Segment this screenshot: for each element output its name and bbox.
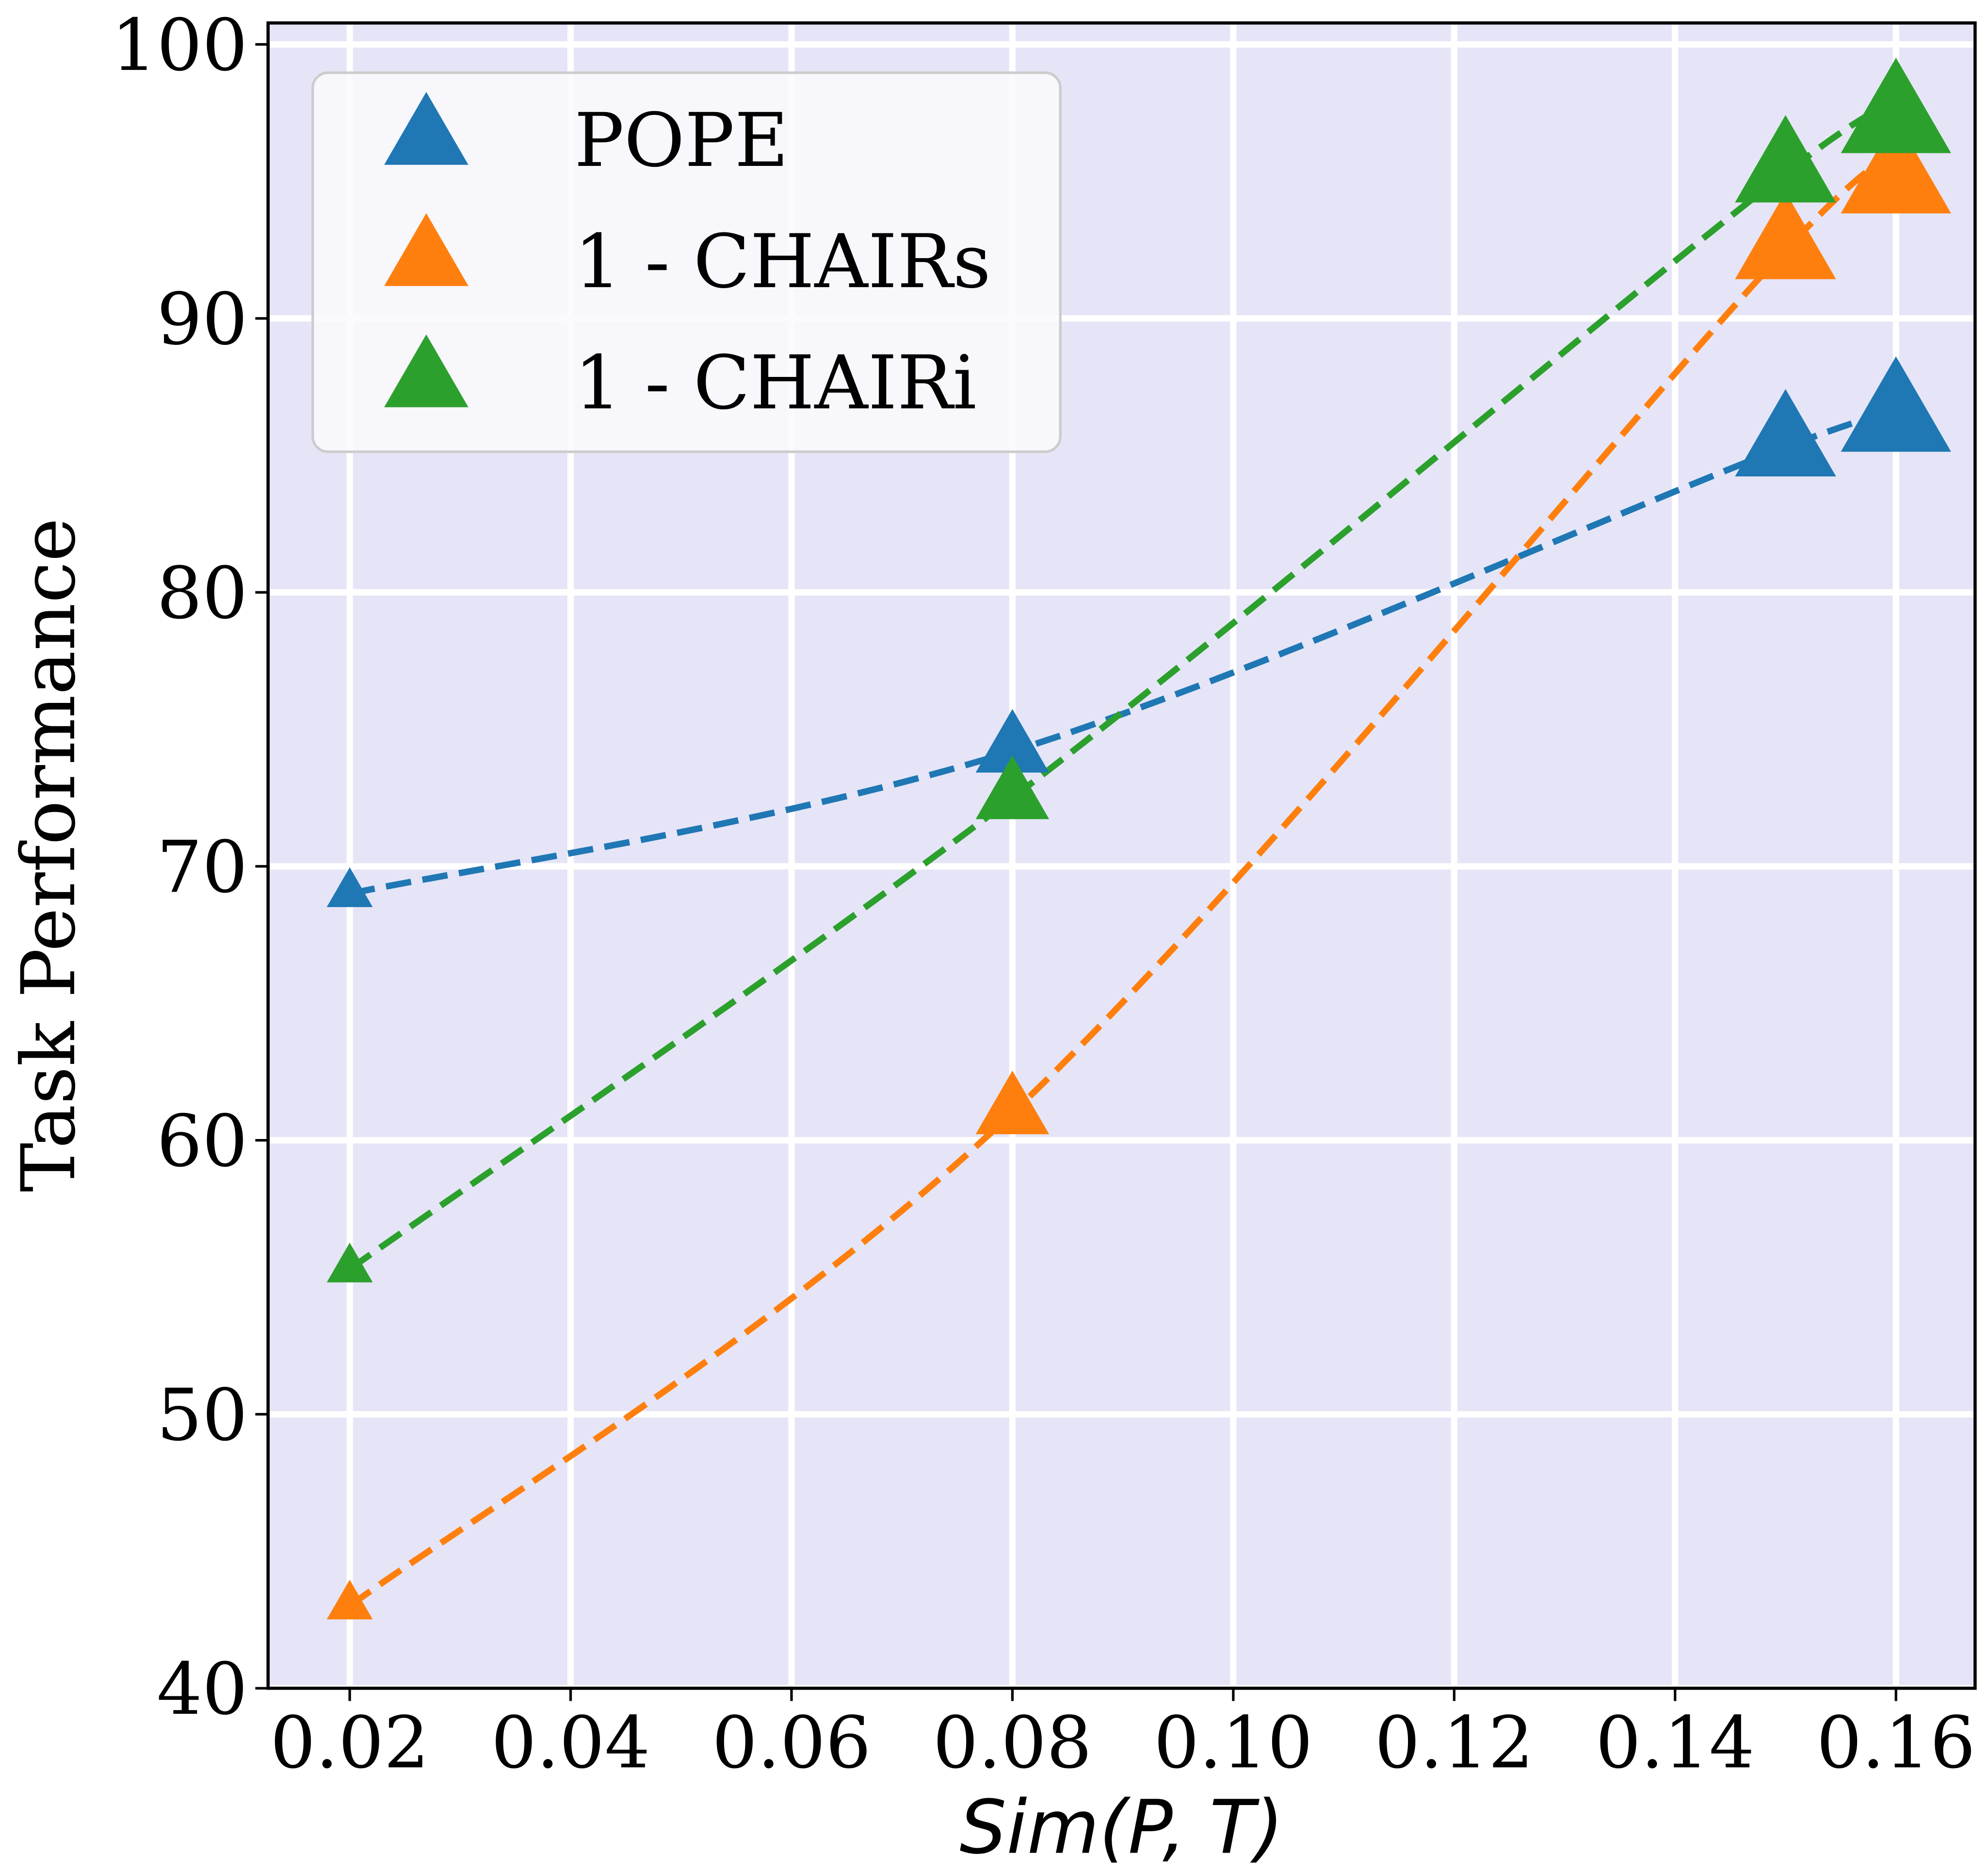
x-tick-label: 0.10 xyxy=(1154,1701,1313,1784)
legend-box xyxy=(311,71,1062,453)
y-tick-label: 80 xyxy=(157,552,247,635)
data-point-0-3 xyxy=(1841,356,1951,452)
legend-marker-0 xyxy=(384,92,469,165)
legend: POPE 1 - CHAIRs 1 - CHAIRi xyxy=(311,71,1062,453)
y-tick-label: 60 xyxy=(157,1099,247,1183)
ticks: 0.02 0.04 0.06 0.08 0.10 0.12 0.14 0.16 40 50 60 70… xyxy=(111,3,1975,1784)
x-tick-label: 0.14 xyxy=(1596,1701,1755,1784)
data-point-1-0 xyxy=(326,1579,373,1620)
y-tick-label: 70 xyxy=(157,825,247,909)
x-tick-label: 0.16 xyxy=(1816,1701,1975,1784)
data-point-2-1 xyxy=(975,755,1050,819)
data-point-1-3 xyxy=(1841,118,1951,213)
plot-frame xyxy=(266,21,1977,1690)
data-point-0-0 xyxy=(326,867,373,907)
legend-marker-1 xyxy=(384,213,469,286)
y-axis-label: Task Performance xyxy=(5,518,92,1192)
x-tick-label: 0.04 xyxy=(491,1701,650,1784)
legend-label-1: 1 - CHAIRs xyxy=(574,218,991,305)
legend-label-0: POPE xyxy=(574,97,789,183)
x-tick-label: 0.02 xyxy=(270,1701,429,1784)
legend-marker-2 xyxy=(384,334,469,407)
y-tick-label: 100 xyxy=(111,3,247,87)
data-point-2-2 xyxy=(1735,115,1836,203)
series-markers xyxy=(326,57,1951,1620)
x-tick-label: 0.12 xyxy=(1374,1701,1534,1784)
x-axis-label: Sim(P, T) xyxy=(960,1784,1284,1871)
series-line-1 xyxy=(348,158,1898,1609)
data-point-1-1 xyxy=(975,1071,1050,1135)
legend-label-2: 1 - CHAIRi xyxy=(574,340,976,426)
y-tick-label: 50 xyxy=(157,1373,247,1457)
x-tick-label: 0.08 xyxy=(933,1701,1092,1784)
y-tick-label: 90 xyxy=(157,277,247,361)
x-tick-label: 0.06 xyxy=(712,1701,871,1784)
y-tick-label: 40 xyxy=(157,1647,247,1731)
data-point-2-0 xyxy=(326,1242,373,1283)
data-point-2-3 xyxy=(1841,57,1951,153)
data-point-0-1 xyxy=(975,709,1050,773)
data-point-0-2 xyxy=(1735,389,1836,477)
data-point-1-2 xyxy=(1735,192,1836,279)
